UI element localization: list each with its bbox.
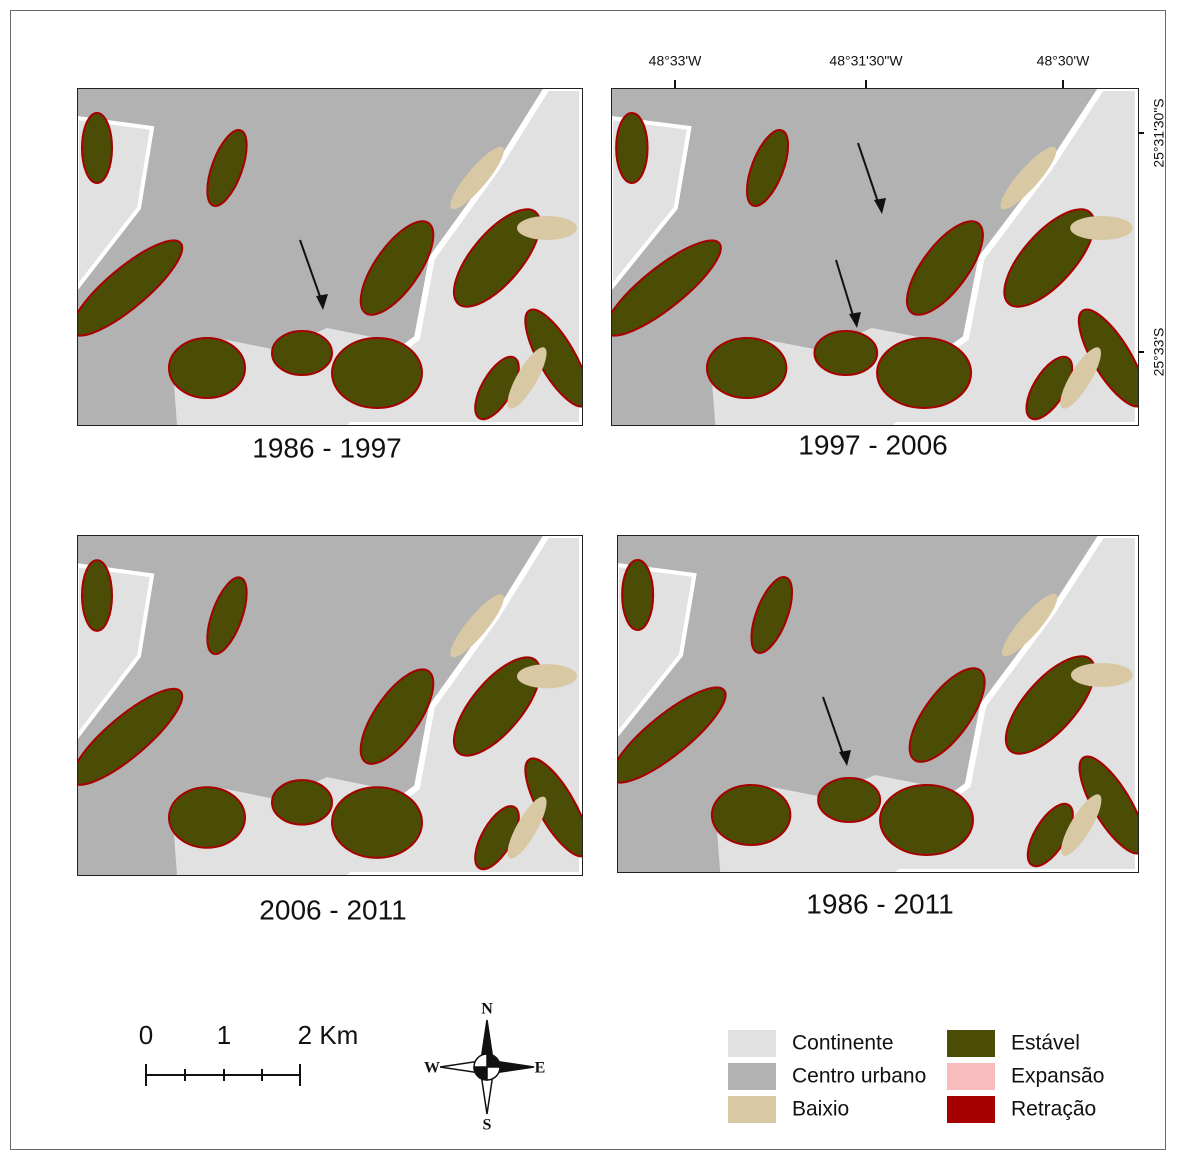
panel-label: 2006 - 2011: [259, 894, 406, 925]
figure: 1986 - 1997 1997 - 2006 2006 - 2011 1986…: [0, 0, 1177, 1160]
legend-label: Retração: [1011, 1098, 1096, 1121]
map-panel: [594, 88, 1157, 426]
map-panel: [600, 535, 1157, 873]
scale-label: 0: [139, 1020, 153, 1050]
legend-swatch: [947, 1030, 995, 1057]
latitude-label: 25°31'30"S: [1151, 98, 1167, 167]
scale-label: 2 Km: [298, 1020, 359, 1050]
compass: [440, 1020, 534, 1114]
legend-label: Centro urbano: [792, 1065, 926, 1088]
longitude-label: 48°31'30"W: [829, 53, 903, 69]
panel-label: 1986 - 2011: [806, 888, 953, 919]
legend-label: Estável: [1011, 1032, 1080, 1055]
legend-swatch: [947, 1063, 995, 1090]
map-panel: [61, 88, 601, 426]
compass-west: W: [424, 1060, 440, 1077]
scale-label: 1: [217, 1020, 231, 1050]
legend-swatch: [728, 1096, 776, 1123]
legend-label: Expansão: [1011, 1065, 1104, 1088]
compass-east: E: [535, 1060, 546, 1077]
longitude-label: 48°33'W: [649, 53, 702, 69]
legend-label: Continente: [792, 1032, 894, 1055]
compass-south: S: [483, 1117, 492, 1134]
compass-north: N: [481, 1001, 493, 1018]
panel-label: 1986 - 1997: [252, 432, 401, 463]
longitude-label: 48°30'W: [1037, 53, 1090, 69]
latitude-label: 25°33'S: [1151, 328, 1167, 377]
legend-swatch: [947, 1096, 995, 1123]
panel-label: 1997 - 2006: [798, 429, 947, 460]
legend: Continente Centro urbano Baixio Estável Expa…: [728, 1030, 1104, 1123]
scale-bar: [146, 1064, 300, 1086]
legend-swatch: [728, 1030, 776, 1057]
legend-swatch: [728, 1063, 776, 1090]
map-panel: [61, 535, 601, 876]
legend-label: Baixio: [792, 1098, 849, 1121]
